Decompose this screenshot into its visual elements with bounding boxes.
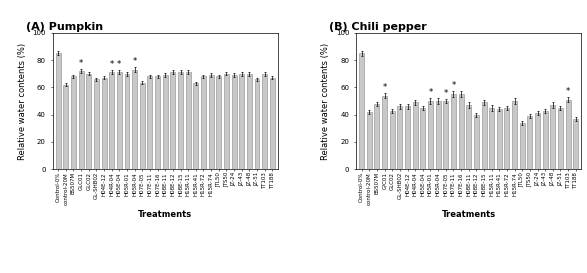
Bar [566,100,571,169]
Bar [239,74,244,169]
Bar [413,102,418,169]
Bar [185,72,191,169]
Bar [489,108,494,169]
Bar [436,101,441,169]
Bar [451,94,456,169]
Bar [466,105,471,169]
Bar [512,101,517,169]
Bar [420,108,426,169]
Bar [109,72,114,169]
Bar [247,74,252,169]
Bar [155,76,160,169]
Bar [102,78,107,169]
Text: (B) Chili pepper: (B) Chili pepper [329,22,427,32]
Text: *: * [444,89,448,98]
Bar [390,111,394,169]
Bar [504,108,510,169]
Bar [382,96,387,169]
Bar [270,78,275,169]
Bar [551,105,555,169]
Bar [262,74,267,169]
Bar [573,119,578,169]
Bar [193,83,198,169]
Bar [117,72,122,169]
Bar [458,94,464,169]
Bar [94,79,99,169]
Bar [163,75,168,169]
Bar [224,74,229,169]
Bar [474,115,479,169]
Bar [147,76,153,169]
Bar [178,72,183,169]
Text: *: * [429,88,433,97]
Bar [405,106,410,169]
Bar [63,85,68,169]
Bar [367,112,372,169]
Bar [86,74,91,169]
Bar [201,76,206,169]
Bar [255,79,259,169]
Text: *: * [133,57,137,66]
Bar [535,113,540,169]
X-axis label: Treatments: Treatments [441,210,496,219]
Text: *: * [383,83,387,92]
Text: *: * [79,59,83,68]
Text: *: * [566,87,570,96]
Bar [170,72,176,169]
Text: *: * [117,60,122,69]
Y-axis label: Relative water contents (%): Relative water contents (%) [321,42,330,160]
Bar [124,74,130,169]
Y-axis label: Relative water contents (%): Relative water contents (%) [18,42,27,160]
Bar [140,82,145,169]
Bar [428,101,433,169]
Bar [519,123,525,169]
Bar [497,109,502,169]
Bar [543,111,548,169]
Bar [231,75,237,169]
Bar [558,108,563,169]
Bar [359,53,364,169]
X-axis label: Treatments: Treatments [138,210,193,219]
Text: (A) Pumpkin: (A) Pumpkin [26,22,103,32]
Bar [443,101,448,169]
Bar [132,70,137,169]
Bar [71,76,76,169]
Bar [216,76,221,169]
Bar [208,75,214,169]
Bar [79,71,83,169]
Bar [56,53,60,169]
Bar [397,106,403,169]
Text: *: * [110,60,114,69]
Bar [527,116,532,169]
Text: *: * [451,81,456,90]
Bar [481,102,487,169]
Bar [375,104,379,169]
